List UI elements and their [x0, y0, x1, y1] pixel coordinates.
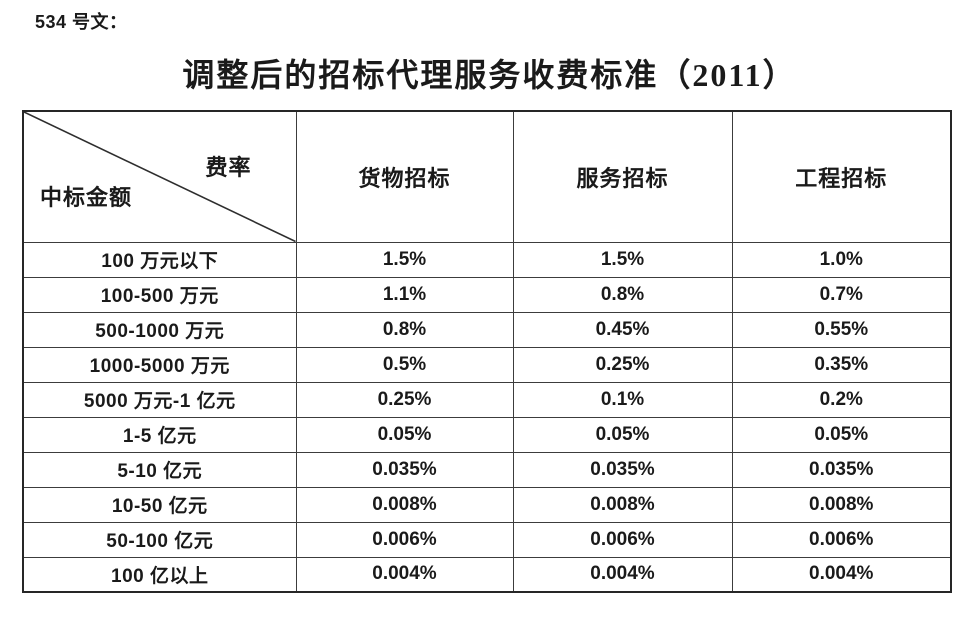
table-row: 5-10 亿元 0.035% 0.035% 0.035% [22, 451, 952, 488]
rate-goods: 0.8% [295, 311, 514, 348]
row-amount: 500-1000 万元 [22, 311, 297, 348]
table-row: 500-1000 万元 0.8% 0.45% 0.55% [22, 311, 952, 348]
doc-number: 534 号文： [35, 12, 128, 32]
table-row: 50-100 亿元 0.006% 0.006% 0.006% [22, 521, 952, 558]
rate-goods: 0.25% [295, 381, 514, 418]
row-amount: 10-50 亿元 [22, 486, 297, 523]
table-row: 100 万元以下 1.5% 1.5% 1.0% [22, 241, 952, 278]
row-amount: 5000 万元-1 亿元 [22, 381, 297, 418]
rate-service: 0.008% [512, 486, 733, 523]
table-header-row: 费率 中标金额 货物招标 服务招标 工程招标 [22, 110, 952, 243]
rate-service: 0.8% [512, 276, 733, 313]
row-amount: 5-10 亿元 [22, 451, 297, 488]
table-row: 100 亿以上 0.004% 0.004% 0.004% [22, 556, 952, 593]
rate-service: 0.05% [512, 416, 733, 453]
rate-engineering: 0.006% [731, 521, 952, 558]
table-row: 1000-5000 万元 0.5% 0.25% 0.35% [22, 346, 952, 383]
rate-goods: 0.05% [295, 416, 514, 453]
rate-goods: 1.1% [295, 276, 514, 313]
table-row: 1-5 亿元 0.05% 0.05% 0.05% [22, 416, 952, 453]
row-amount: 50-100 亿元 [22, 521, 297, 558]
rate-goods: 0.008% [295, 486, 514, 523]
rate-engineering: 0.7% [731, 276, 952, 313]
table-row: 100-500 万元 1.1% 0.8% 0.7% [22, 276, 952, 313]
corner-cell: 费率 中标金额 [22, 110, 297, 243]
row-amount: 100 亿以上 [22, 556, 297, 593]
rate-engineering: 1.0% [731, 241, 952, 278]
rate-service: 0.45% [512, 311, 733, 348]
rate-goods: 0.004% [295, 556, 514, 593]
column-header-goods: 货物招标 [295, 110, 514, 243]
table-row: 10-50 亿元 0.008% 0.008% 0.008% [22, 486, 952, 523]
rate-goods: 0.006% [295, 521, 514, 558]
column-header-service: 服务招标 [512, 110, 733, 243]
table-row: 5000 万元-1 亿元 0.25% 0.1% 0.2% [22, 381, 952, 418]
rate-engineering: 0.55% [731, 311, 952, 348]
page-title: 调整后的招标代理服务收费标准（2011） [182, 57, 797, 93]
diagonal-divider-line [24, 112, 295, 241]
rate-service: 1.5% [512, 241, 733, 278]
rate-engineering: 0.2% [731, 381, 952, 418]
corner-amount-label: 中标金额 [40, 184, 133, 210]
rate-goods: 0.035% [295, 451, 514, 488]
row-amount: 1-5 亿元 [22, 416, 297, 453]
rate-engineering: 0.004% [731, 556, 952, 593]
rate-engineering: 0.008% [731, 486, 952, 523]
rate-service: 0.035% [512, 451, 733, 488]
rate-goods: 1.5% [295, 241, 514, 278]
rate-engineering: 0.035% [731, 451, 952, 488]
rate-service: 0.004% [512, 556, 733, 593]
rate-service: 0.1% [512, 381, 733, 418]
corner-rate-label: 费率 [205, 155, 252, 180]
rate-engineering: 0.35% [731, 346, 952, 383]
rate-goods: 0.5% [295, 346, 514, 383]
rate-service: 0.006% [512, 521, 733, 558]
rate-service: 0.25% [512, 346, 733, 383]
row-amount: 1000-5000 万元 [22, 346, 297, 383]
column-header-engineering: 工程招标 [731, 110, 952, 243]
rate-engineering: 0.05% [731, 416, 952, 453]
row-amount: 100-500 万元 [22, 276, 297, 313]
row-amount: 100 万元以下 [22, 241, 297, 278]
fee-table: 费率 中标金额 货物招标 服务招标 工程招标 100 万元以下 1.5% 1.5… [22, 110, 952, 593]
